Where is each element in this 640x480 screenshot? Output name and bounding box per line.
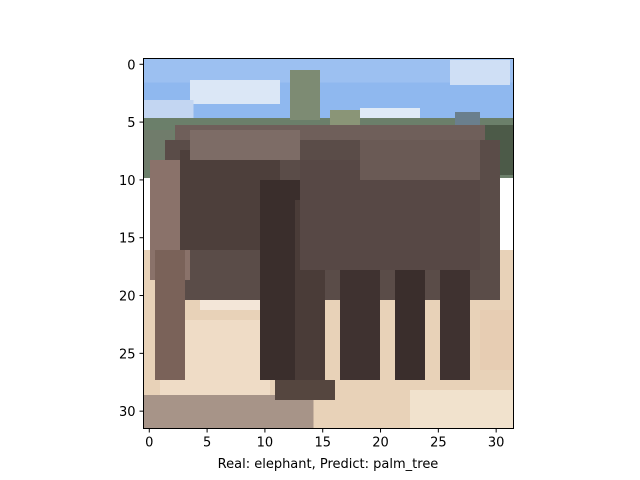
x-tick-label: 5 — [203, 436, 211, 451]
y-axis: 0 5 10 15 20 25 30 — [119, 58, 144, 420]
x-tick-label: 25 — [430, 436, 447, 451]
axes-frame — [143, 58, 514, 429]
x-tick-label: 15 — [314, 436, 331, 451]
x-tick-label: 20 — [372, 436, 389, 451]
x-axis: 0 5 10 15 20 25 30 — [145, 428, 505, 451]
y-tick-label: 30 — [119, 405, 136, 420]
y-tick-label: 15 — [119, 232, 136, 247]
y-tick-label: 10 — [119, 174, 136, 189]
y-tick-label: 0 — [127, 58, 135, 73]
y-tick-label: 20 — [119, 290, 136, 305]
x-tick-label: 30 — [488, 436, 505, 451]
x-tick-label: 0 — [145, 436, 153, 451]
elephant — [150, 125, 500, 400]
image-content — [143, 58, 514, 429]
x-tick-label: 10 — [257, 436, 274, 451]
y-tick-label: 25 — [119, 347, 136, 362]
y-tick-label: 5 — [127, 116, 135, 131]
x-axis-label: Real: elephant, Predict: palm_tree — [218, 457, 439, 472]
